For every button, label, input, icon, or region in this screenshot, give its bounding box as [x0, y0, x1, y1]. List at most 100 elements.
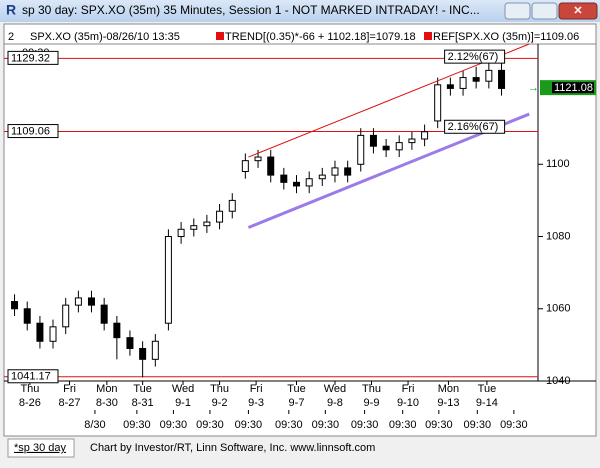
trend-label-box	[444, 49, 506, 64]
sheet-tab-label: *sp 30 day	[14, 442, 66, 454]
candle-body	[344, 167, 352, 176]
x-tick-date: 8-30	[96, 397, 118, 409]
candle-body	[305, 178, 313, 187]
time-tick-label: 09:30	[351, 419, 379, 431]
x-tick-label: Mon	[438, 383, 459, 395]
time-tick-label: 09:30	[235, 419, 263, 431]
trend-swatch	[216, 32, 224, 40]
time-tick-label: 09:30	[275, 419, 303, 431]
x-tick-label: Tue	[133, 383, 152, 395]
app-icon: R	[6, 2, 16, 18]
x-tick-label: Wed	[172, 383, 194, 395]
time-tick-label: 09:30	[160, 419, 188, 431]
reference-label: 1109.06	[11, 125, 50, 137]
candle-body	[498, 69, 506, 89]
last-price-label: 1121.08	[554, 82, 593, 94]
x-tick-date: 9-8	[327, 397, 343, 409]
chart-frame	[3, 23, 597, 437]
x-tick-label: Thu	[362, 383, 381, 395]
time-tick-label: 09:30	[196, 419, 224, 431]
time-tick-label: 09:30	[312, 419, 340, 431]
candle-body	[228, 199, 236, 212]
candle-body	[100, 304, 108, 324]
candle-body	[216, 210, 224, 223]
time-tick-label: 09:30	[123, 419, 151, 431]
header-ref: REF[SPX.XO (35m)]=1109.06	[433, 31, 579, 43]
candle-body	[62, 304, 70, 328]
reference-label: 1129.32	[11, 52, 50, 64]
x-tick-date: 8-31	[132, 397, 154, 409]
x-tick-date: 9-14	[476, 397, 498, 409]
x-tick-label: Tue	[287, 383, 306, 395]
close-button[interactable]	[558, 2, 598, 20]
header-trend: TREND[(0.35)*-66 + 1102.18]=1079.18	[225, 31, 416, 43]
header-index: 2	[8, 31, 14, 43]
candle-body	[485, 69, 493, 82]
candle-body	[126, 337, 134, 349]
candle-body	[421, 131, 429, 140]
candle-body	[293, 181, 301, 187]
trend-label-box	[444, 119, 506, 134]
x-tick-label: Fri	[63, 383, 76, 395]
window-title: sp 30 day: SPX.XO (35m) 35 Minutes, Sess…	[22, 3, 480, 17]
candle-body	[113, 322, 121, 339]
reference-label: 1041.17	[11, 371, 51, 383]
candle-body	[459, 77, 467, 89]
reference-label-box	[7, 124, 59, 139]
x-tick-label: Thu	[210, 383, 229, 395]
candle-body	[357, 134, 365, 165]
close-icon: ✕	[573, 5, 582, 17]
x-tick-date: 9-3	[248, 397, 264, 409]
time-tick-label: 09:30	[425, 419, 453, 431]
trend-label: 2.16%(67)	[448, 121, 499, 133]
candle-body	[87, 297, 95, 306]
x-tick-date: 9-10	[397, 397, 419, 409]
candle-body	[280, 174, 288, 183]
ref-swatch	[424, 32, 432, 40]
y-tick-label: 1100	[546, 158, 570, 170]
candle-body	[164, 236, 172, 324]
x-tick-date: 9-2	[212, 397, 228, 409]
candle-body	[254, 156, 262, 162]
candle-body	[434, 84, 442, 122]
candle-body	[139, 347, 147, 360]
time-tick-label: 09:30	[500, 419, 528, 431]
candle-body	[241, 160, 249, 173]
candle-body	[36, 322, 44, 342]
reference-label-box	[7, 50, 59, 65]
x-tick-label: Wed	[324, 383, 346, 395]
minimize-button[interactable]	[504, 2, 531, 20]
candle-body	[23, 308, 31, 324]
x-tick-label: Fri	[402, 383, 415, 395]
x-tick-date: 9-13	[437, 397, 459, 409]
candle-body	[369, 134, 377, 147]
candle-body	[74, 297, 82, 306]
time-tick-label: 09:30	[464, 419, 492, 431]
x-tick-date: 9-9	[364, 397, 380, 409]
maximize-button[interactable]	[531, 2, 558, 20]
x-tick-label: Thu	[20, 383, 39, 395]
candle-body	[203, 221, 211, 227]
x-tick-label: Tue	[478, 383, 497, 395]
y-tick-label: 1080	[546, 230, 570, 242]
last-price-arrow: →	[528, 82, 539, 94]
candle-body	[446, 84, 454, 89]
sheet-tab[interactable]	[7, 438, 75, 458]
reference-label-box	[7, 369, 59, 384]
trend-label: 2.12%(67)	[448, 51, 499, 63]
candle-body	[267, 156, 275, 176]
candle-body	[382, 145, 390, 151]
candle-body	[472, 77, 480, 82]
x-tick-date: 9-7	[289, 397, 305, 409]
time-tick-label: 8/30	[84, 419, 105, 431]
candle-body	[318, 174, 326, 180]
time-tick-label: 09:30	[389, 419, 417, 431]
candle-body	[151, 340, 159, 360]
x-tick-label: Mon	[96, 383, 117, 395]
x-tick-label: Fri	[250, 383, 263, 395]
candle-body	[408, 138, 416, 144]
y-tick-label: 1060	[546, 303, 570, 315]
x-tick-date: 8-27	[59, 397, 81, 409]
candle-body	[395, 142, 403, 151]
